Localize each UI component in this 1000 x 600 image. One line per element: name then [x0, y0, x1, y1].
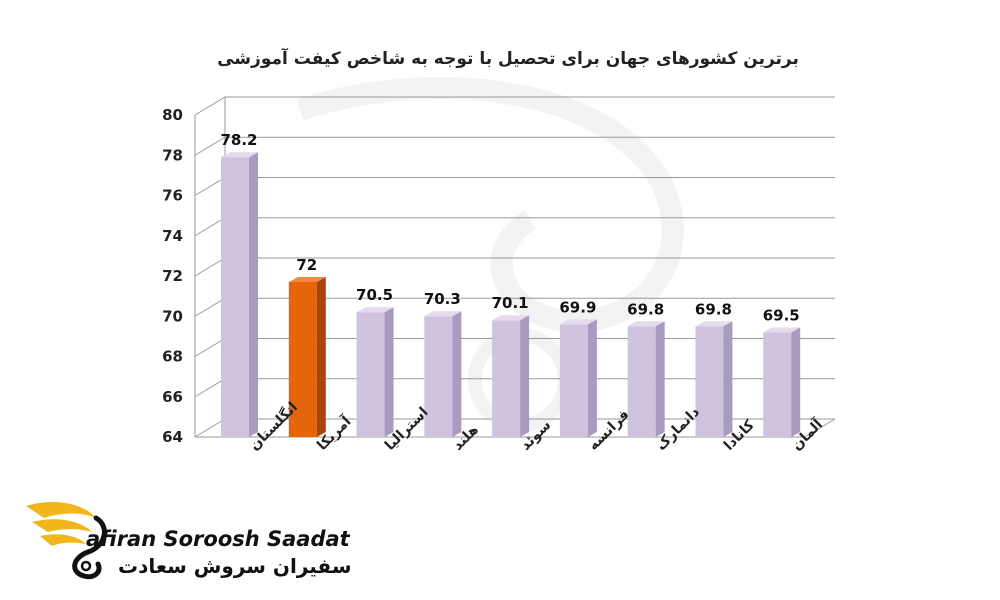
bar-value-label: 70.5: [356, 286, 393, 304]
bar-1: [221, 152, 258, 437]
bar-8: [695, 321, 733, 437]
bar-side: [316, 277, 326, 437]
bar-3: [356, 307, 394, 437]
bar-side: [791, 327, 801, 437]
bar-side: [655, 321, 665, 437]
bar-value-label: 69.8: [695, 300, 732, 318]
bar-side: [587, 319, 597, 437]
floor-edge: [195, 418, 836, 438]
bar-front: [221, 157, 249, 437]
bar-front: [424, 316, 453, 437]
bar-9: [763, 327, 801, 437]
bars: [221, 152, 801, 437]
y-tick-label: 78: [162, 146, 183, 164]
bar-value-label: 70.1: [492, 294, 529, 312]
value-labels: 78.2 72 70.5 70.3 70.1 69.9 69.8 69.8 69.5: [220, 131, 799, 324]
y-tick-label: 74: [162, 227, 183, 245]
bar-front: [763, 332, 792, 437]
y-tick-label: 66: [162, 388, 183, 406]
bar-value-label: 72: [296, 256, 317, 274]
bar-value-label: 70.3: [424, 290, 461, 308]
chart-title: برترین کشورهای جهان برای تحصیل با توجه ب…: [217, 47, 799, 69]
bar-side: [384, 307, 394, 437]
y-tick-label: 70: [162, 307, 183, 325]
brand-name-fa: سفیران سروش سعادت: [118, 554, 352, 578]
bar-top: [356, 307, 394, 313]
bar-value-label: 69.9: [559, 298, 596, 316]
gridline: [194, 136, 835, 156]
bar-front: [356, 312, 385, 437]
bar-top: [288, 277, 326, 282]
bar-side: [452, 311, 462, 437]
bar-front: [559, 324, 588, 437]
y-tick-label: 68: [162, 348, 183, 366]
bar-top: [763, 327, 801, 333]
gridline: [194, 257, 835, 277]
bar-top: [627, 321, 665, 327]
bar-2: [288, 277, 326, 437]
bar-5: [492, 315, 530, 437]
bar-value-label: 69.5: [763, 306, 800, 324]
bar-side: [520, 315, 530, 437]
brand-logo-icon: [26, 502, 107, 580]
bar-front: [288, 282, 317, 437]
bar-top: [695, 321, 733, 327]
y-axis-ticks: 64 66 68 70 72 74 76 78 80: [162, 106, 183, 446]
y-tick-label: 76: [162, 187, 183, 205]
bar-front: [695, 326, 724, 437]
chart-watermark: [296, 77, 684, 432]
bar-4: [424, 311, 462, 437]
y-tick-label: 72: [162, 267, 183, 285]
bar-value-label: 78.2: [220, 131, 257, 149]
bar-side: [723, 321, 733, 437]
bar-top: [221, 152, 258, 158]
bar-side: [249, 152, 258, 437]
y-tick-label: 64: [162, 428, 183, 446]
bar-front: [627, 326, 656, 437]
bar-value-label: 69.8: [627, 300, 664, 318]
bar-6: [559, 319, 597, 437]
bar-top: [424, 311, 462, 317]
bar-top: [492, 315, 530, 321]
y-tick-label: 80: [162, 106, 183, 124]
bar-top: [559, 319, 597, 325]
bar-7: [627, 321, 665, 437]
bar-front: [492, 320, 521, 437]
brand-name-en: afiran Soroosh Saadat: [86, 527, 350, 551]
gridline: [194, 177, 835, 196]
category-labels: انگلستان آمریکا استرالیا هلند سوئد فرانسه دانم…: [246, 399, 827, 454]
